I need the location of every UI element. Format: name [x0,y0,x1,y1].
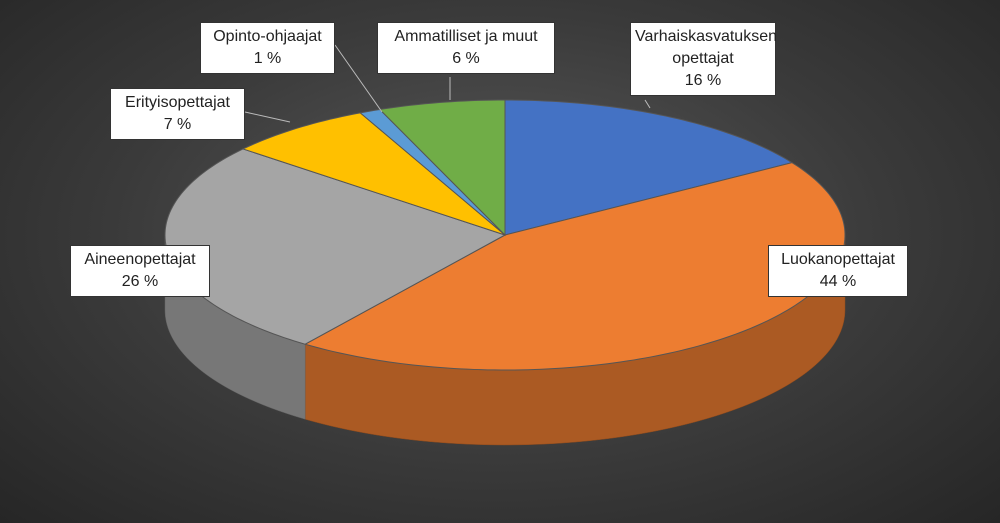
data-label: Ammatilliset ja muut 6 % [377,22,555,74]
data-label: Aineenopettajat 26 % [70,245,210,297]
label-name: Varhaiskasvatuksen opettajat [635,28,777,67]
label-name: Aineenopettajat [84,251,196,268]
slice [504,99,794,236]
data-label: Erityisopettajat 7 % [110,88,245,140]
label-value: 7 % [163,116,192,133]
slice [241,112,506,236]
label-name: Erityisopettajat [125,94,230,111]
label-value: 6 % [452,50,480,67]
label-value: 1 % [253,50,282,67]
leader-line [644,99,651,109]
slice [303,162,846,371]
label-name: Luokanopettajat [781,251,895,268]
leader-line [334,44,383,113]
label-name: Opinto-ohjaajat [213,28,322,45]
label-value: 26 % [121,273,159,290]
data-label: Luokanopettajat 44 % [768,245,908,297]
leader-line [244,111,291,123]
data-label: Opinto-ohjaajat 1 % [200,22,335,74]
label-value: 16 % [684,72,722,89]
label-name: Ammatilliset ja muut [394,28,538,45]
label-value: 44 % [819,273,857,290]
data-label: Varhaiskasvatuksen opettajat 16 % [630,22,777,96]
slice [378,99,506,237]
